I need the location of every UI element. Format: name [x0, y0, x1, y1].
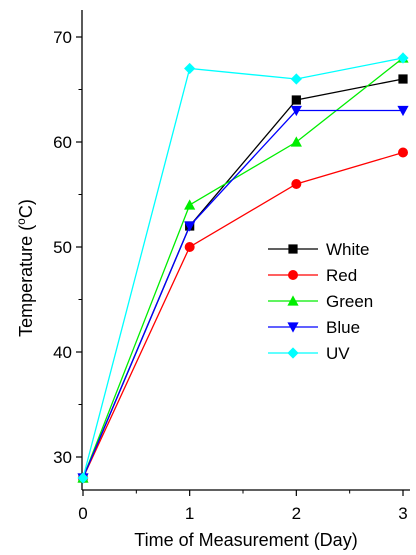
- series-white: [78, 74, 408, 483]
- data-point-blue: [290, 105, 302, 117]
- legend-marker-uv: [287, 347, 299, 359]
- legend-label-blue: Blue: [326, 318, 360, 337]
- series-blue: [77, 105, 409, 484]
- legend-item-white: White: [268, 240, 369, 259]
- legend-label-green: Green: [326, 292, 373, 311]
- data-point-green: [290, 136, 302, 147]
- series-line-green: [82, 57, 404, 479]
- series-line-blue: [82, 109, 403, 479]
- data-point-green: [184, 199, 196, 210]
- y-axis-label-tail: C): [16, 199, 36, 218]
- x-tick-label: 0: [78, 504, 87, 523]
- series-uv: [77, 52, 409, 484]
- y-tick-label: 50: [53, 238, 72, 257]
- series-layer: [77, 52, 409, 484]
- data-point-uv: [184, 62, 196, 75]
- x-axis-label: Time of Measurement (Day): [134, 530, 357, 550]
- x-tick-label: 3: [398, 504, 407, 523]
- data-point-blue: [397, 105, 409, 117]
- data-point-uv: [77, 472, 89, 484]
- data-point-blue: [184, 221, 196, 232]
- series-red: [78, 147, 408, 483]
- y-tick-label: 60: [53, 133, 72, 152]
- legend-item-blue: Blue: [268, 318, 360, 337]
- data-point-red: [184, 242, 195, 252]
- series-line-red: [82, 151, 404, 479]
- legend-item-uv: UV: [268, 344, 350, 363]
- legend-item-green: Green: [268, 292, 373, 311]
- legend-marker-green: [287, 295, 299, 306]
- legend-label-uv: UV: [326, 344, 350, 363]
- series-line-uv: [82, 57, 404, 479]
- y-tick-label: 40: [53, 343, 72, 362]
- data-point-white: [291, 95, 301, 105]
- y-axis-label-main: Temperature (: [16, 225, 36, 337]
- data-point-white: [398, 74, 408, 84]
- legend-marker-red: [288, 270, 298, 280]
- data-point-uv: [290, 73, 302, 85]
- x-tick-label: 2: [292, 504, 301, 523]
- series-green: [77, 52, 409, 483]
- data-point-red: [291, 179, 302, 189]
- data-point-red: [398, 147, 408, 158]
- legend: White Red Green Blue UV: [268, 240, 373, 363]
- y-tick-label: 30: [53, 448, 72, 467]
- y-tick-label: 70: [53, 28, 72, 47]
- axes: 0 1 2 3 30 40 50 60 70: [53, 10, 410, 523]
- legend-marker-blue: [287, 322, 299, 333]
- x-tick-label: 1: [185, 504, 194, 523]
- legend-marker-white: [288, 244, 298, 254]
- legend-item-red: Red: [268, 266, 357, 285]
- y-axis-label: Temperature (oC): [14, 199, 36, 337]
- legend-label-red: Red: [326, 266, 357, 285]
- legend-label-white: White: [326, 240, 369, 259]
- data-point-uv: [397, 52, 409, 64]
- y-axis-label-superscript: o: [14, 218, 28, 225]
